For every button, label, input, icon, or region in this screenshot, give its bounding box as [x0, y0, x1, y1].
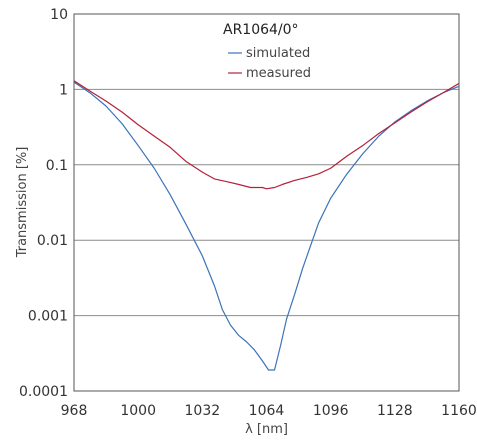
y-gridlines	[74, 88, 459, 317]
y-tick-label: 0.001	[28, 309, 68, 325]
series-line-simulated	[73, 81, 460, 371]
legend-label-simulated: simulated	[246, 46, 310, 61]
y-tick-labels: 10 1 0.1 0.01 0.001 0.0001	[19, 7, 68, 400]
x-tick-label: 1000	[120, 403, 156, 419]
y-tick-label: 10	[50, 7, 68, 23]
legend-title: AR1064/0°	[223, 22, 299, 38]
x-tick-labels: 968 1000 1032 1064 1096 1128 1160	[61, 403, 477, 419]
x-tick-label: 1064	[249, 403, 285, 419]
x-tick-label: 1096	[313, 403, 349, 419]
x-tick-label: 1160	[441, 403, 477, 419]
x-tick-label: 968	[61, 403, 88, 419]
y-tick-label: 1	[59, 82, 68, 98]
legend-label-measured: measured	[246, 66, 311, 81]
series-line-measured	[73, 80, 460, 190]
y-axis-label: Transmission [%]	[15, 147, 30, 259]
data-series	[73, 80, 460, 371]
legend: AR1064/0° simulated measured	[223, 22, 311, 81]
y-tick-label: 0.01	[37, 233, 68, 249]
x-tick-label: 1128	[377, 403, 413, 419]
y-tick-label: 0.0001	[19, 384, 68, 400]
y-tick-label: 0.1	[46, 158, 68, 174]
x-axis-label: λ [nm]	[245, 422, 288, 437]
plot-area-frame	[73, 13, 460, 392]
x-tick-label: 1032	[185, 403, 221, 419]
